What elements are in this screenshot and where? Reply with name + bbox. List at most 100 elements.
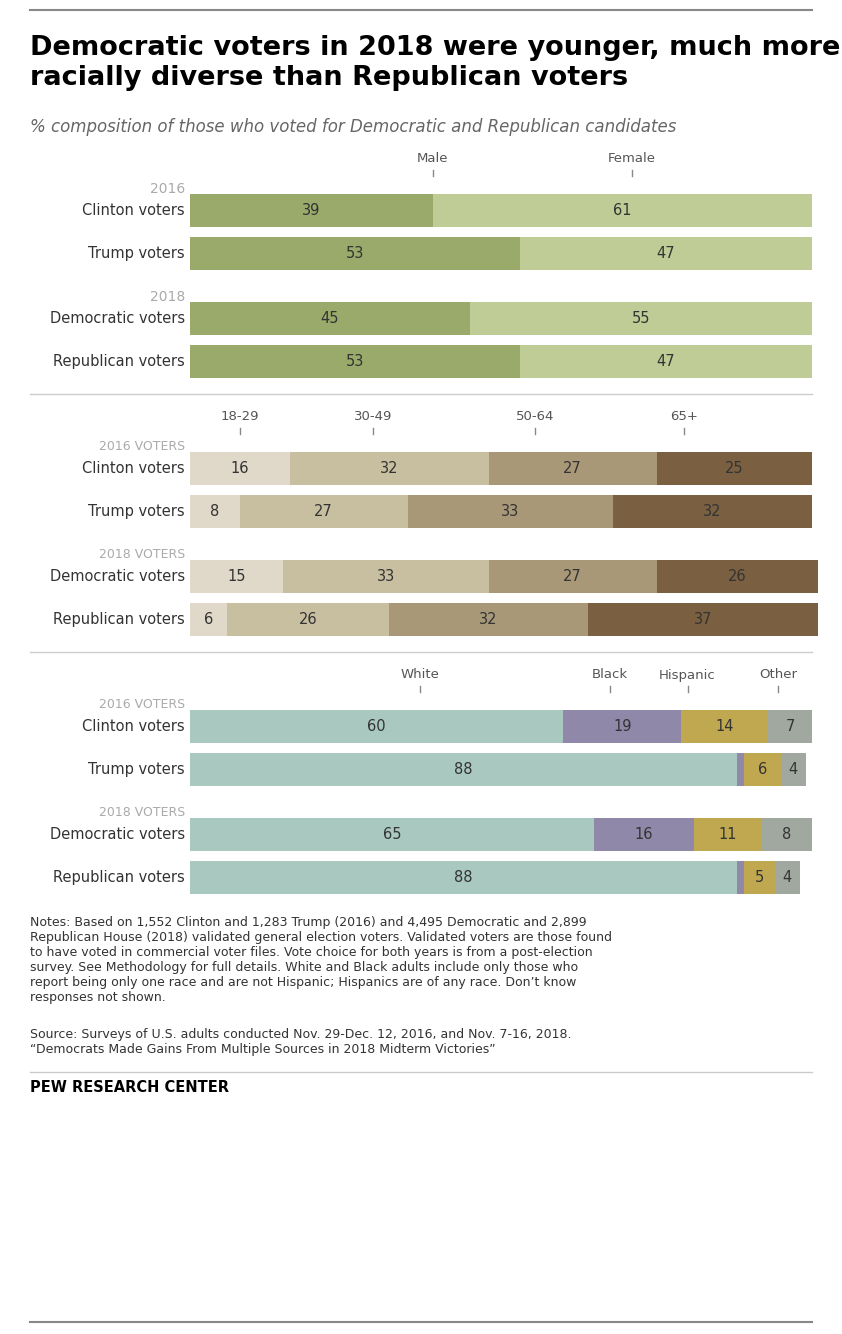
Text: 61: 61 — [613, 203, 632, 217]
Text: PEW RESEARCH CENTER: PEW RESEARCH CENTER — [30, 1081, 229, 1095]
Text: Black: Black — [592, 668, 628, 682]
Text: 15: 15 — [227, 570, 246, 584]
Text: 53: 53 — [346, 245, 364, 261]
Bar — [389, 603, 588, 636]
Text: 39: 39 — [302, 203, 321, 217]
Bar — [743, 860, 775, 894]
Text: 25: 25 — [725, 462, 743, 476]
Bar — [240, 495, 408, 528]
Bar — [613, 495, 812, 528]
Text: 16: 16 — [231, 462, 249, 476]
Bar — [190, 752, 738, 786]
Text: 6: 6 — [204, 612, 213, 627]
Bar — [190, 860, 738, 894]
Text: Republican voters: Republican voters — [53, 870, 185, 884]
Text: 26: 26 — [299, 612, 317, 627]
Text: 2018: 2018 — [150, 289, 185, 304]
Text: 2018 VOTERS: 2018 VOTERS — [99, 806, 185, 819]
Bar — [190, 603, 227, 636]
Text: 27: 27 — [563, 570, 582, 584]
Bar — [588, 603, 818, 636]
Text: 6: 6 — [758, 762, 767, 776]
Bar — [762, 818, 812, 851]
Bar — [775, 860, 800, 894]
Text: 53: 53 — [346, 354, 364, 370]
Text: Democratic voters: Democratic voters — [50, 311, 185, 325]
Text: Trump voters: Trump voters — [88, 762, 185, 776]
Text: Other: Other — [759, 668, 797, 682]
Bar — [743, 752, 781, 786]
Bar — [190, 710, 563, 743]
Text: 47: 47 — [657, 354, 675, 370]
Text: 11: 11 — [719, 827, 738, 842]
Text: 33: 33 — [501, 504, 520, 519]
Text: 8: 8 — [210, 504, 220, 519]
Text: Democratic voters: Democratic voters — [50, 827, 185, 842]
Text: 19: 19 — [613, 719, 632, 734]
Bar — [190, 346, 520, 378]
Text: 7: 7 — [786, 719, 795, 734]
Bar — [190, 818, 594, 851]
Text: White: White — [401, 668, 440, 682]
Text: 45: 45 — [321, 311, 339, 325]
Bar — [190, 495, 240, 528]
Text: Male: Male — [417, 152, 448, 165]
Text: Democratic voters in 2018 were younger, much more
racially diverse than Republic: Democratic voters in 2018 were younger, … — [30, 35, 840, 91]
Text: 32: 32 — [380, 462, 398, 476]
Text: 26: 26 — [728, 570, 747, 584]
Text: Republican voters: Republican voters — [53, 612, 185, 627]
Bar — [563, 710, 681, 743]
Bar — [520, 346, 812, 378]
Text: 2016 VOTERS: 2016 VOTERS — [99, 698, 185, 711]
Text: 18-29: 18-29 — [221, 411, 259, 423]
Bar — [190, 452, 290, 486]
Text: 65: 65 — [383, 827, 402, 842]
Bar — [488, 452, 657, 486]
Text: 2016 VOTERS: 2016 VOTERS — [99, 440, 185, 454]
Text: 33: 33 — [377, 570, 395, 584]
Text: 4: 4 — [789, 762, 798, 776]
Bar — [408, 495, 613, 528]
Text: Republican voters: Republican voters — [53, 354, 185, 370]
Text: 47: 47 — [657, 245, 675, 261]
Text: % composition of those who voted for Democratic and Republican candidates: % composition of those who voted for Dem… — [30, 117, 676, 136]
Text: 88: 88 — [455, 870, 473, 884]
Bar — [227, 603, 389, 636]
Text: Clinton voters: Clinton voters — [83, 203, 185, 217]
Text: 65+: 65+ — [670, 411, 698, 423]
Text: 60: 60 — [367, 719, 386, 734]
Text: Democratic voters: Democratic voters — [50, 570, 185, 584]
Bar — [781, 752, 806, 786]
Text: Source: Surveys of U.S. adults conducted Nov. 29-Dec. 12, 2016, and Nov. 7-16, 2: Source: Surveys of U.S. adults conducted… — [30, 1029, 572, 1057]
Text: 4: 4 — [782, 870, 791, 884]
Text: Notes: Based on 1,552 Clinton and 1,283 Trump (2016) and 4,495 Democratic and 2,: Notes: Based on 1,552 Clinton and 1,283 … — [30, 916, 612, 1005]
Bar — [470, 301, 812, 335]
Text: 16: 16 — [635, 827, 653, 842]
Text: Clinton voters: Clinton voters — [83, 462, 185, 476]
Bar — [769, 710, 812, 743]
Text: 50-64: 50-64 — [516, 411, 554, 423]
Text: 8: 8 — [782, 827, 791, 842]
Bar — [738, 752, 743, 786]
Text: 32: 32 — [479, 612, 498, 627]
Bar — [283, 560, 488, 594]
Text: 14: 14 — [716, 719, 734, 734]
Bar — [190, 301, 470, 335]
Text: 2018 VOTERS: 2018 VOTERS — [99, 548, 185, 562]
Bar — [657, 452, 812, 486]
Bar — [433, 193, 812, 227]
Text: 55: 55 — [632, 311, 650, 325]
Text: 32: 32 — [703, 504, 722, 519]
Text: Clinton voters: Clinton voters — [83, 719, 185, 734]
Text: 27: 27 — [563, 462, 582, 476]
Bar — [190, 193, 433, 227]
Bar — [594, 818, 694, 851]
Bar — [657, 560, 818, 594]
Text: 5: 5 — [754, 870, 764, 884]
Text: 27: 27 — [314, 504, 333, 519]
Bar — [488, 560, 657, 594]
Text: Female: Female — [608, 152, 656, 165]
Text: 88: 88 — [455, 762, 473, 776]
Bar — [681, 710, 769, 743]
Text: Trump voters: Trump voters — [88, 504, 185, 519]
